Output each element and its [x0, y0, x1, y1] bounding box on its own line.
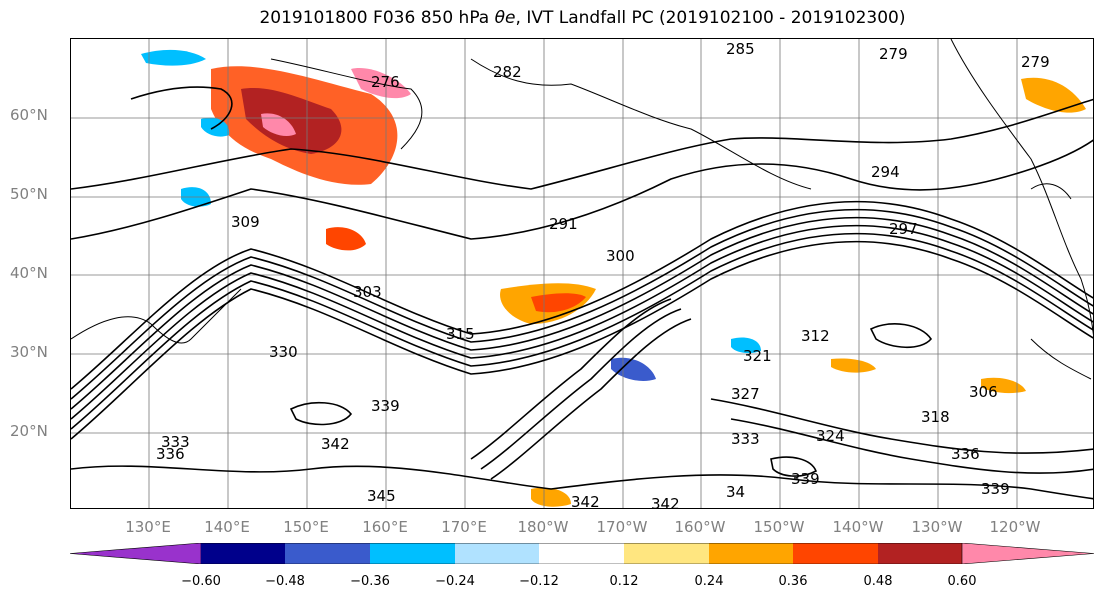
contour-label: 327: [731, 385, 760, 403]
contour-label: 285: [726, 40, 755, 58]
lat-label: 20°N: [10, 422, 48, 440]
colorbar-segment: [455, 543, 539, 564]
contour-label: 333: [731, 430, 760, 448]
colorbar-tick-label: −0.12: [519, 574, 559, 589]
lon-label: 180°W: [517, 518, 569, 536]
contour-label: 276: [371, 73, 400, 91]
contour-label: 339: [371, 397, 400, 415]
contour-label: 342: [571, 493, 600, 509]
lat-label: 30°N: [10, 343, 48, 361]
contour-label: 303: [353, 283, 382, 301]
contour-label: 339: [791, 470, 820, 488]
contour-label: 333: [161, 433, 190, 451]
contour-label: 294: [871, 163, 900, 181]
contour-label: 291: [549, 215, 578, 233]
colorbar-tick-label: −0.48: [265, 574, 305, 589]
contour-label: 279: [1021, 53, 1050, 71]
colorbar-segment: [70, 543, 202, 564]
colorbar-tick-label: −0.60: [181, 574, 221, 589]
lon-label: 130°W: [911, 518, 963, 536]
lon-label: 170°W: [596, 518, 648, 536]
colorbar: [70, 543, 1094, 564]
colorbar-segment: [285, 543, 370, 564]
contour-label: 297: [889, 220, 918, 238]
lat-label: 50°N: [10, 185, 48, 203]
contour-label: 318: [921, 408, 950, 426]
graticule: [71, 39, 1093, 508]
lon-label: 160°E: [362, 518, 408, 536]
colorbar-tick-label: 0.48: [863, 574, 893, 589]
contour-label: 282: [493, 63, 522, 81]
contour-label: 339: [981, 480, 1010, 498]
colorbar-segment: [201, 543, 285, 564]
contour-label: 306: [969, 383, 998, 401]
lon-label: 170°E: [441, 518, 487, 536]
contour-label: 342: [321, 435, 350, 453]
lon-label: 160°W: [674, 518, 726, 536]
colorbar-segment: [370, 543, 455, 564]
colorbar-segment: [793, 543, 878, 564]
colorbar-segment: [878, 543, 962, 564]
lat-label: 40°N: [10, 264, 48, 282]
colorbar-tick-label: −0.36: [350, 574, 390, 589]
colorbar-tick-label: 0.36: [778, 574, 808, 589]
colorbar-segment: [709, 543, 793, 564]
contour-label: 330: [269, 343, 298, 361]
lon-label: 120°W: [989, 518, 1041, 536]
lon-label: 140°W: [832, 518, 884, 536]
contour-label: 300: [606, 247, 635, 265]
contour-label: 336: [156, 445, 185, 463]
lon-label: 150°W: [753, 518, 805, 536]
colorbar-segment: [539, 543, 624, 564]
lat-label: 60°N: [10, 106, 48, 124]
contour-label: 279: [879, 45, 908, 63]
map-title: 2019101800 F036 850 hPa θe, IVT Landfall…: [259, 8, 906, 28]
lon-label: 130°E: [125, 518, 171, 536]
colorbar-tick-label: 0.12: [609, 574, 639, 589]
contour-label: 324: [816, 427, 845, 445]
colorbar-segment: [624, 543, 709, 564]
colorbar-tick-label: 0.24: [694, 574, 724, 589]
contour-label: 321: [743, 347, 772, 365]
contour-label: 336: [951, 445, 980, 463]
colorbar-tick-label: 0.60: [947, 574, 977, 589]
contour-lines: [71, 86, 1093, 500]
contour-label: 315: [446, 325, 475, 343]
map-panel: 276 282 285 279 279 291 294 297 300 303 …: [70, 38, 1094, 509]
contour-label: 342: [651, 495, 680, 509]
colorbar-tick-label: −0.24: [435, 574, 475, 589]
contour-label: 34: [726, 483, 745, 501]
contour-labels: 276 282 285 279 279 291 294 297 300 303 …: [156, 40, 1050, 509]
contour-label: 345: [367, 487, 396, 505]
contour-label: 312: [801, 327, 830, 345]
contour-label: 309: [231, 213, 260, 231]
lon-label: 140°E: [204, 518, 250, 536]
lon-label: 150°E: [283, 518, 329, 536]
map-svg: 276 282 285 279 279 291 294 297 300 303 …: [71, 39, 1093, 509]
colorbar-segment: [961, 543, 1094, 564]
